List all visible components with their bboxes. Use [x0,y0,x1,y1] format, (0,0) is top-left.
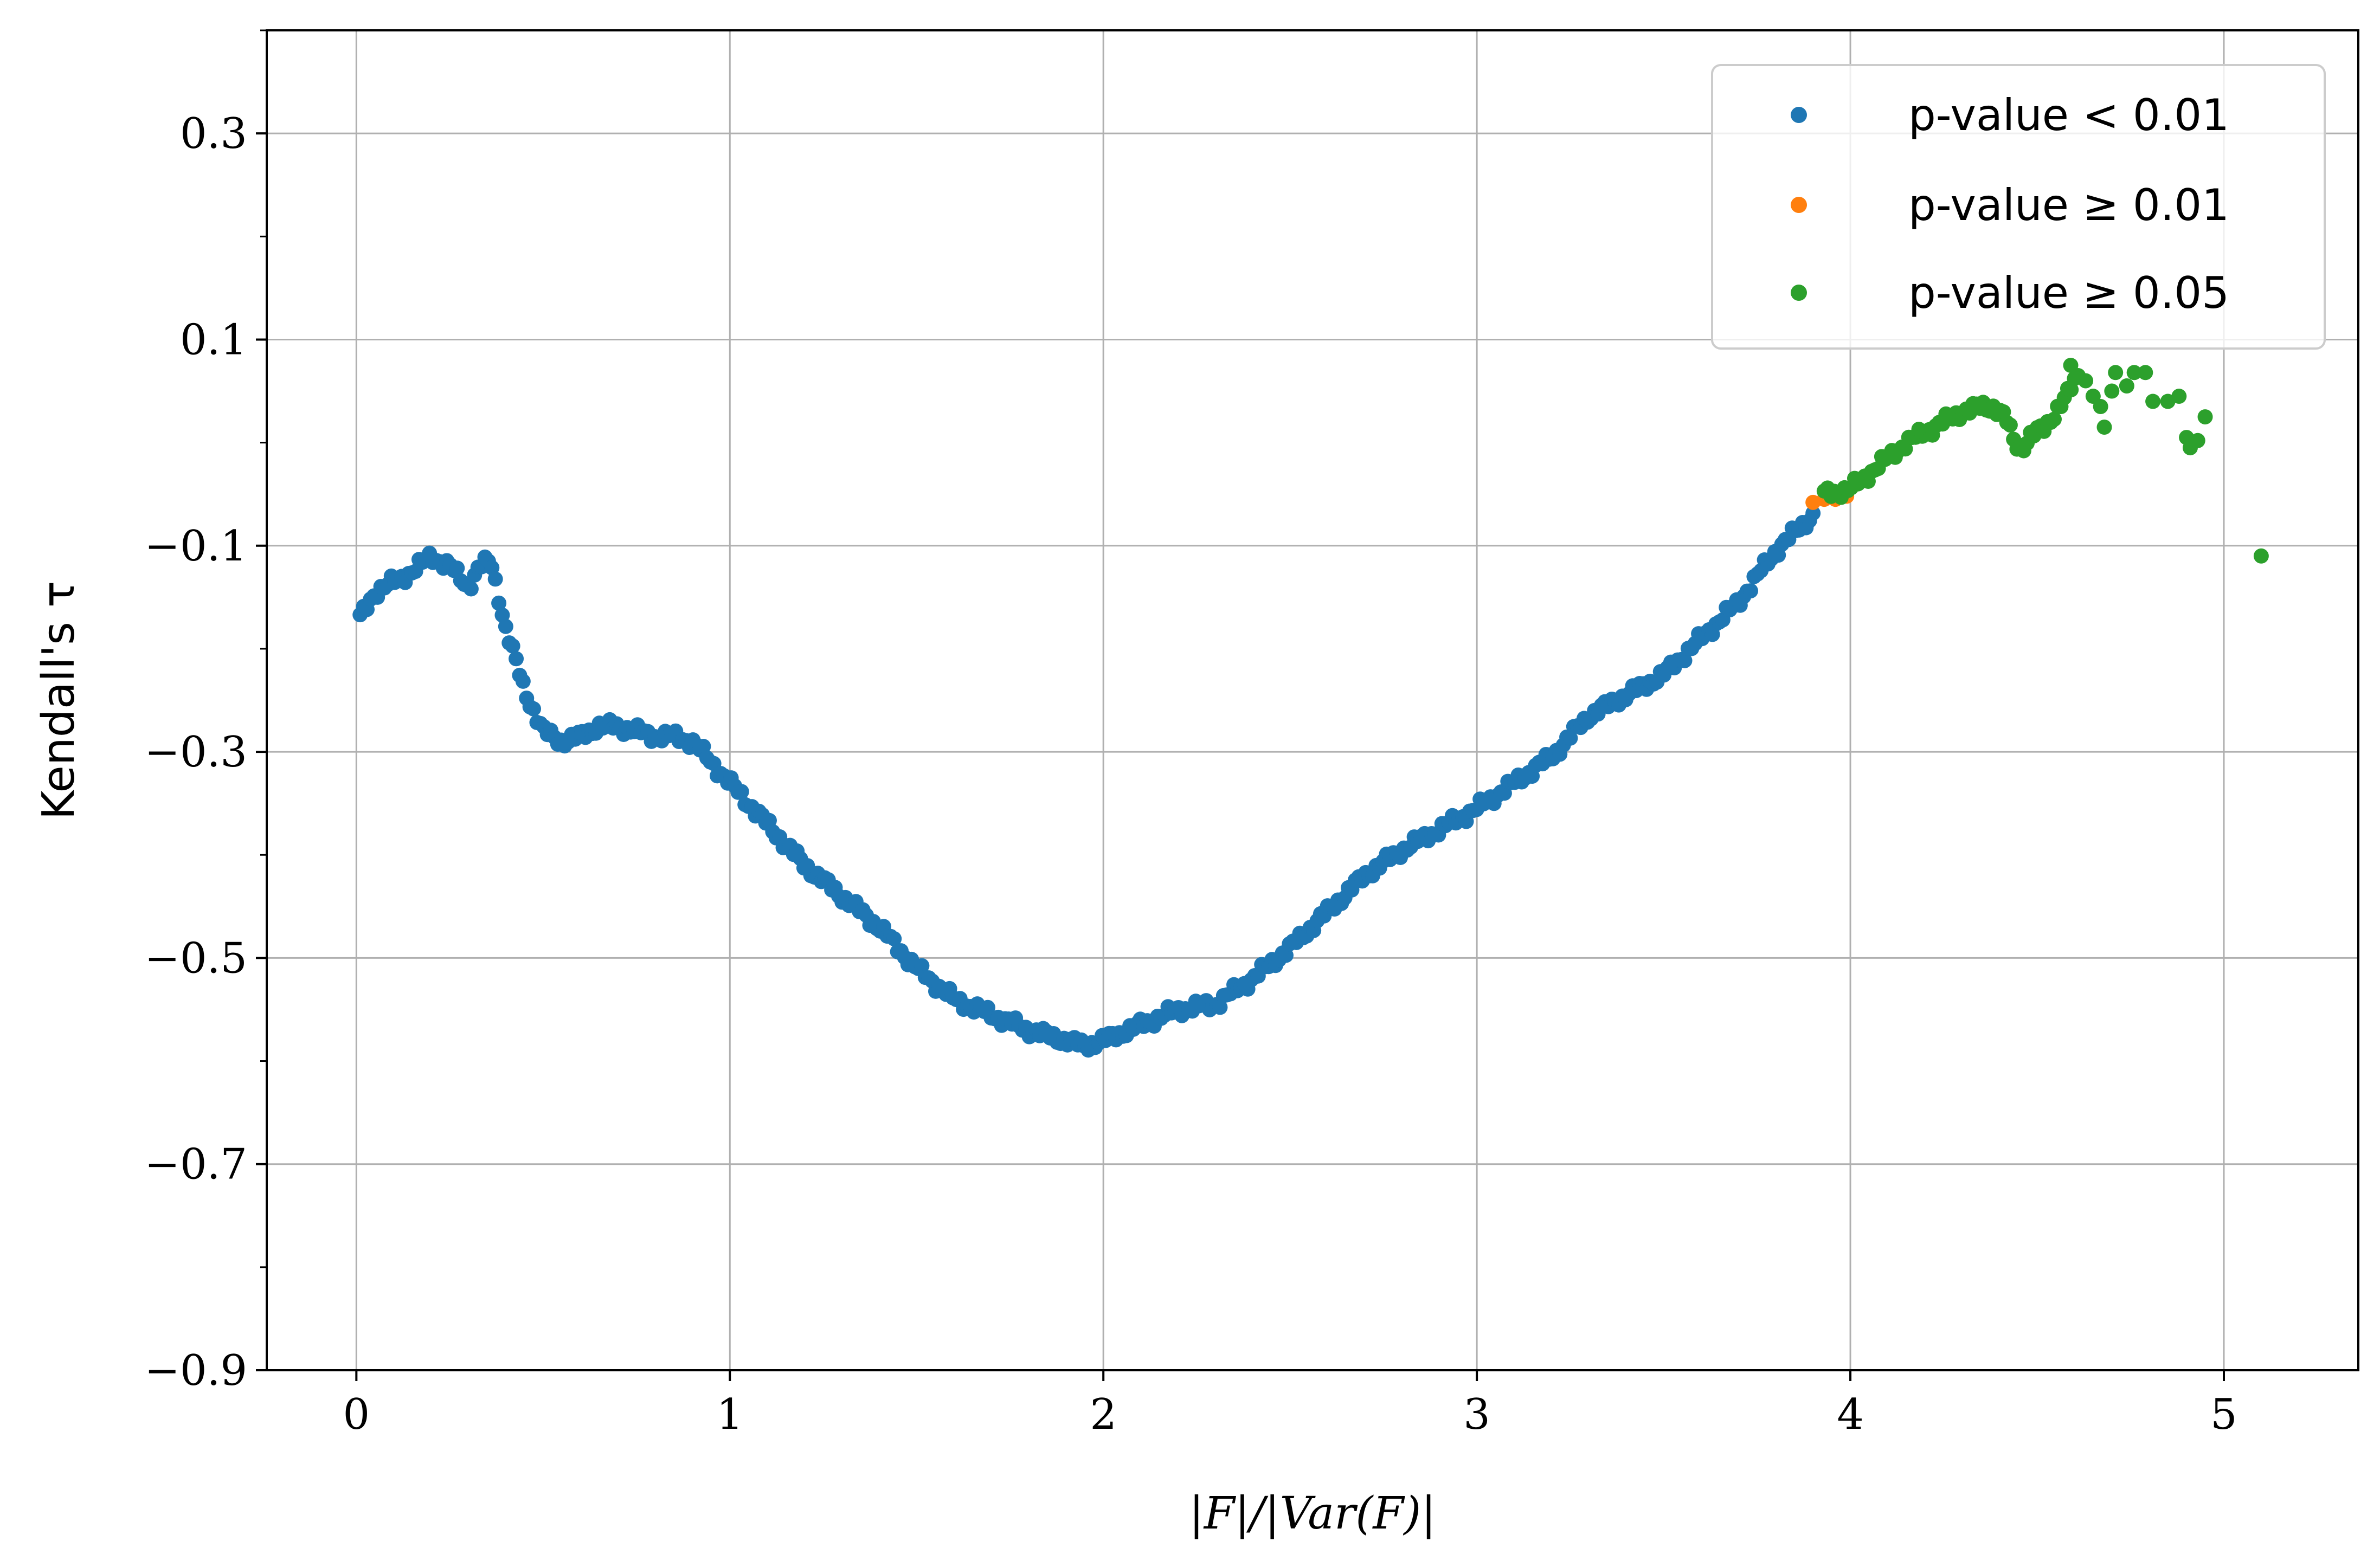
data-point-series-0 [1677,653,1693,668]
data-point-series-2 [2190,433,2205,448]
x-tick-label: 0 [343,1390,370,1439]
data-point-series-0 [696,739,711,755]
y-tick-label: −0.3 [145,728,247,777]
data-point-series-0 [505,638,520,654]
data-point-series-0 [914,958,930,973]
x-tick-label: 1 [716,1390,743,1439]
legend-label-blue: p-value < 0.01 [1908,90,2229,140]
y-tick-label: 0.3 [180,109,247,158]
data-point-series-0 [1805,505,1821,521]
legend-entry-green: p-value ≥ 0.05 [1791,268,2229,318]
data-point-series-2 [2104,383,2120,399]
data-point-series-0 [734,784,749,799]
data-point-series-0 [449,560,465,576]
legend-box [1711,64,2326,350]
y-tick-label: 0.1 [180,315,247,364]
data-point-series-0 [1496,785,1512,801]
data-point-series-2 [1897,441,1913,457]
legend-label-green: p-value ≥ 0.05 [1908,268,2229,318]
legend-entry-blue: p-value < 0.01 [1791,90,2229,140]
data-point-series-0 [1278,947,1294,963]
legend-marker-blue [1791,107,1807,123]
data-point-series-2 [2046,411,2062,427]
data-point-series-2 [2253,548,2269,564]
grid [267,30,2358,1371]
data-point-series-2 [2108,365,2124,381]
data-point-series-0 [509,651,524,667]
tick-labels: 0 1 2 3 4 5 0.3 0.1 −0.1 −0.3 −0.5 −0.7 −0.9 [145,109,2237,1439]
data-point-series-0 [1212,999,1228,1015]
y-axis-title: Kendall's τ [33,581,85,820]
data-point-series-2 [2126,365,2142,381]
legend: p-value < 0.01 p-value ≥ 0.01 p-value ≥ … [1711,64,2326,350]
data-point-series-0 [463,581,479,597]
x-tick-label: 2 [1090,1390,1117,1439]
data-point-series-2 [2197,409,2213,425]
y-tick-label: −0.7 [145,1140,247,1189]
ticks [256,29,2225,1381]
data-point-series-0 [886,931,902,946]
data-point-series-2 [2078,373,2094,389]
data-point-series-0 [491,595,507,611]
legend-marker-orange [1791,197,1807,213]
data-points [352,358,2269,1058]
data-point-series-0 [526,701,542,717]
x-tick-label: 5 [2210,1390,2237,1439]
data-point-series-2 [2096,420,2112,435]
legend-label-orange: p-value ≥ 0.01 [1908,180,2229,230]
data-point-series-0 [515,673,531,689]
data-point-series-2 [2093,399,2108,415]
data-point-series-2 [2171,389,2187,404]
x-axis-title: |F|/|Var(F)| [1189,1488,1436,1539]
legend-marker-green [1791,285,1807,301]
data-point-series-2 [2002,417,2018,433]
y-tick-label: −0.9 [145,1346,247,1395]
x-tick-label: 4 [1837,1390,1864,1439]
axes-frame [266,29,2359,1371]
data-point-series-0 [487,571,503,587]
data-point-series-2 [2138,365,2153,381]
data-point-series-2 [2145,394,2161,409]
y-tick-label: −0.1 [145,522,247,571]
y-tick-label: −0.5 [145,934,247,983]
data-point-series-2 [2119,378,2134,394]
legend-entry-orange: p-value ≥ 0.01 [1791,180,2229,230]
data-point-series-0 [498,618,513,634]
data-point-series-0 [1562,730,1578,746]
x-tick-label: 3 [1463,1390,1490,1439]
data-point-series-0 [1743,583,1759,599]
